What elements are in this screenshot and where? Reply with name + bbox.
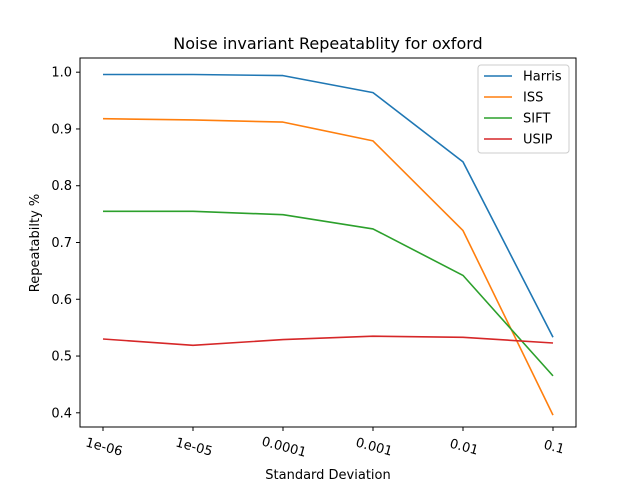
series-line-sift	[103, 210, 554, 377]
y-tick-label: 0.4	[51, 406, 72, 421]
legend-label: USIP	[523, 133, 553, 148]
legend-label: ISS	[523, 91, 543, 106]
legend-label: SIFT	[523, 112, 550, 127]
y-tick-label: 0.7	[51, 236, 72, 251]
chart-title: Noise invariant Repeatablity for oxford	[173, 34, 482, 53]
legend-box	[477, 64, 570, 154]
x-axis: 1e-06 1e-05 0.0001 0.001 0.01 0.1	[84, 427, 566, 461]
legend-label: Harris	[523, 70, 562, 85]
series-line-harris	[103, 73, 554, 338]
y-tick-label: 1.0	[51, 66, 72, 81]
series-line-usip	[102, 335, 554, 347]
x-tick-label: 0.001	[354, 436, 394, 460]
y-tick-label: 0.6	[51, 293, 72, 308]
y-axis-title: Repeatabilty %	[28, 194, 43, 292]
x-tick-label: 1e-05	[174, 436, 214, 460]
x-axis-title: Standard Deviation	[265, 468, 390, 480]
x-tick-label: 0.1	[542, 438, 566, 458]
plot-lines	[102, 73, 554, 416]
y-axis: 0.4 0.5 0.6 0.7 0.8 0.9 1.0	[51, 66, 80, 421]
legend: Harris ISS SIFT USIP	[477, 64, 570, 154]
y-tick-label: 0.8	[51, 179, 72, 194]
x-tick-label: 0.01	[448, 437, 480, 459]
x-tick-label: 0.0001	[260, 434, 308, 460]
y-tick-label: 0.5	[51, 350, 72, 365]
x-tick-label: 1e-06	[84, 436, 124, 460]
y-tick-label: 0.9	[51, 122, 72, 137]
series-line-iss	[102, 117, 554, 416]
